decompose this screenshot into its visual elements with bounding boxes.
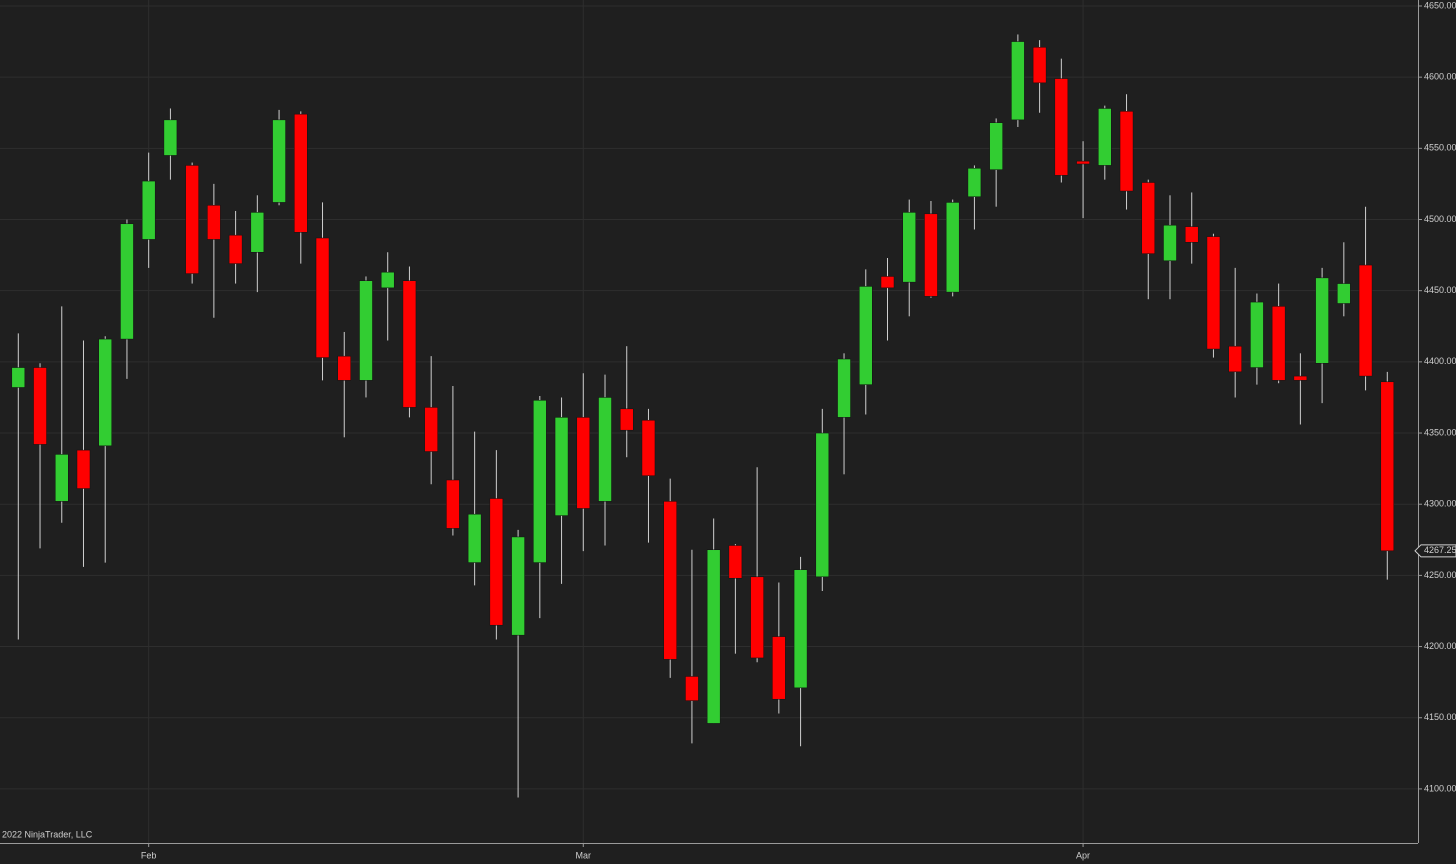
candle-body: [446, 479, 460, 529]
x-tick-label: Mar: [576, 850, 592, 860]
candle-body: [533, 400, 547, 563]
candle-body: [98, 338, 112, 447]
candle-body: [1032, 47, 1047, 84]
candle-body: [207, 205, 221, 240]
candle-body: [1250, 301, 1264, 368]
candle-body: [1163, 224, 1177, 262]
candle-body: [55, 454, 69, 502]
candle-body: [1228, 345, 1242, 373]
candle-body: [1098, 108, 1112, 166]
candle-body: [598, 397, 612, 502]
candle-body: [706, 549, 721, 724]
candle-body: [619, 408, 634, 431]
candle-body: [1184, 226, 1199, 243]
y-tick-label: 4300.00: [1424, 499, 1456, 509]
candle-body: [76, 449, 91, 489]
candle-body: [945, 202, 960, 293]
candle-body: [793, 569, 808, 689]
y-tick-label: 4450.00: [1424, 285, 1456, 295]
candle-body: [685, 676, 699, 701]
y-tick-label: 4600.00: [1424, 72, 1456, 82]
candle-body: [880, 276, 895, 289]
candle-body: [1011, 41, 1025, 121]
candle-body: [924, 213, 938, 297]
candle-body: [1119, 111, 1134, 192]
candle-body: [228, 234, 243, 264]
candle-body: [1271, 306, 1286, 381]
y-tick-label: 4250.00: [1424, 570, 1456, 580]
candle-body: [424, 407, 438, 452]
candle-body: [185, 165, 199, 274]
candle-body: [1380, 381, 1395, 552]
copyright: 2022 NinjaTrader, LLC: [2, 829, 93, 839]
x-tick-label: Feb: [141, 850, 157, 860]
candle-body: [576, 417, 591, 509]
candle-body: [641, 419, 656, 476]
candle-body: [33, 367, 47, 445]
candle-body: [1315, 277, 1329, 364]
candle-body: [728, 545, 743, 579]
candle-body: [967, 168, 982, 197]
candle-body: [315, 237, 330, 358]
candle-body: [337, 355, 351, 381]
candle-body: [1076, 160, 1090, 165]
y-tick-label: 4550.00: [1424, 143, 1456, 153]
candle-body: [1293, 375, 1308, 381]
candle-body: [380, 271, 395, 289]
y-tick-label: 4100.00: [1424, 783, 1456, 793]
last-price-label: 4267.25: [1424, 545, 1456, 555]
candle-body: [402, 280, 417, 408]
candle-body: [663, 501, 677, 660]
x-tick-label: Apr: [1076, 850, 1090, 860]
candle-body: [772, 636, 786, 700]
y-tick-label: 4200.00: [1424, 641, 1456, 651]
candle-body: [272, 119, 286, 203]
candle-body: [859, 286, 873, 385]
candle-body: [1206, 236, 1221, 350]
candle-body: [294, 113, 308, 233]
y-tick-label: 4350.00: [1424, 427, 1456, 437]
candle-body: [750, 576, 764, 659]
candle-body: [250, 212, 265, 253]
candle-body: [989, 122, 1003, 170]
candle-body: [11, 367, 26, 388]
candle-body: [489, 498, 504, 626]
candle-body: [511, 536, 525, 636]
y-tick-label: 4500.00: [1424, 214, 1456, 224]
y-tick-label: 4150.00: [1424, 712, 1456, 722]
candle-body: [467, 513, 482, 563]
candle-body: [120, 223, 134, 340]
last-price-marker: [1414, 544, 1456, 558]
candle-body: [1358, 264, 1373, 377]
y-tick-label: 4650.00: [1424, 0, 1456, 10]
candle-body: [1337, 283, 1351, 304]
candle-body: [554, 417, 569, 516]
candle-body: [141, 180, 156, 240]
candle-body: [1054, 78, 1069, 176]
candle-body: [359, 280, 373, 381]
candle-body: [837, 358, 851, 418]
candle-body: [815, 432, 830, 578]
y-tick-label: 4400.00: [1424, 356, 1456, 366]
candle-body: [902, 212, 916, 283]
candle-body: [163, 119, 178, 156]
candle-body: [1141, 182, 1156, 254]
